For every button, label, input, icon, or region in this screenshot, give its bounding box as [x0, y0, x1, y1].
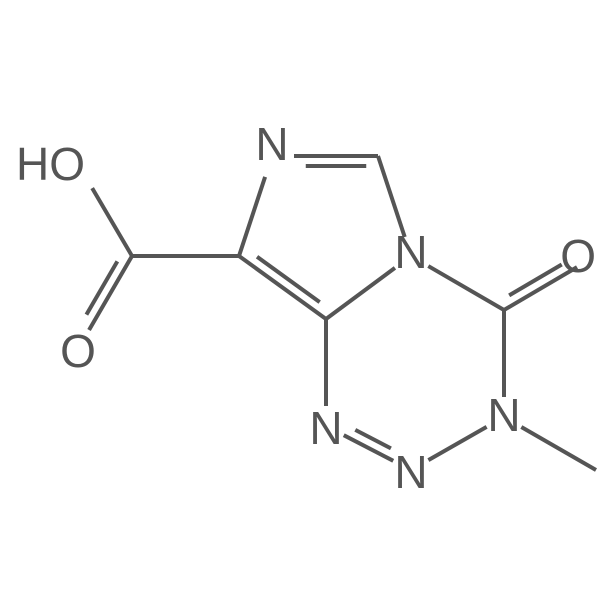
- molecule-diagram: HOONNONNN: [0, 0, 600, 600]
- atom-label: N: [487, 389, 520, 441]
- atom-label: N: [309, 402, 342, 454]
- bond-line: [239, 177, 265, 256]
- bond-line: [428, 266, 504, 310]
- bond-line: [257, 257, 320, 302]
- bond-line: [239, 256, 326, 319]
- atom-label: O: [60, 325, 96, 377]
- atom-label: N: [255, 118, 288, 170]
- atom-label: HO: [16, 138, 85, 190]
- bond-line: [378, 156, 405, 237]
- bond-line: [344, 435, 393, 461]
- bond-line: [89, 256, 132, 330]
- bond-line: [326, 268, 395, 319]
- bond-line: [521, 427, 596, 470]
- bond-line: [92, 188, 132, 256]
- atom-label: N: [394, 226, 427, 278]
- bond-line: [428, 427, 486, 460]
- atom-label: N: [394, 446, 427, 498]
- atom-label: O: [560, 230, 596, 282]
